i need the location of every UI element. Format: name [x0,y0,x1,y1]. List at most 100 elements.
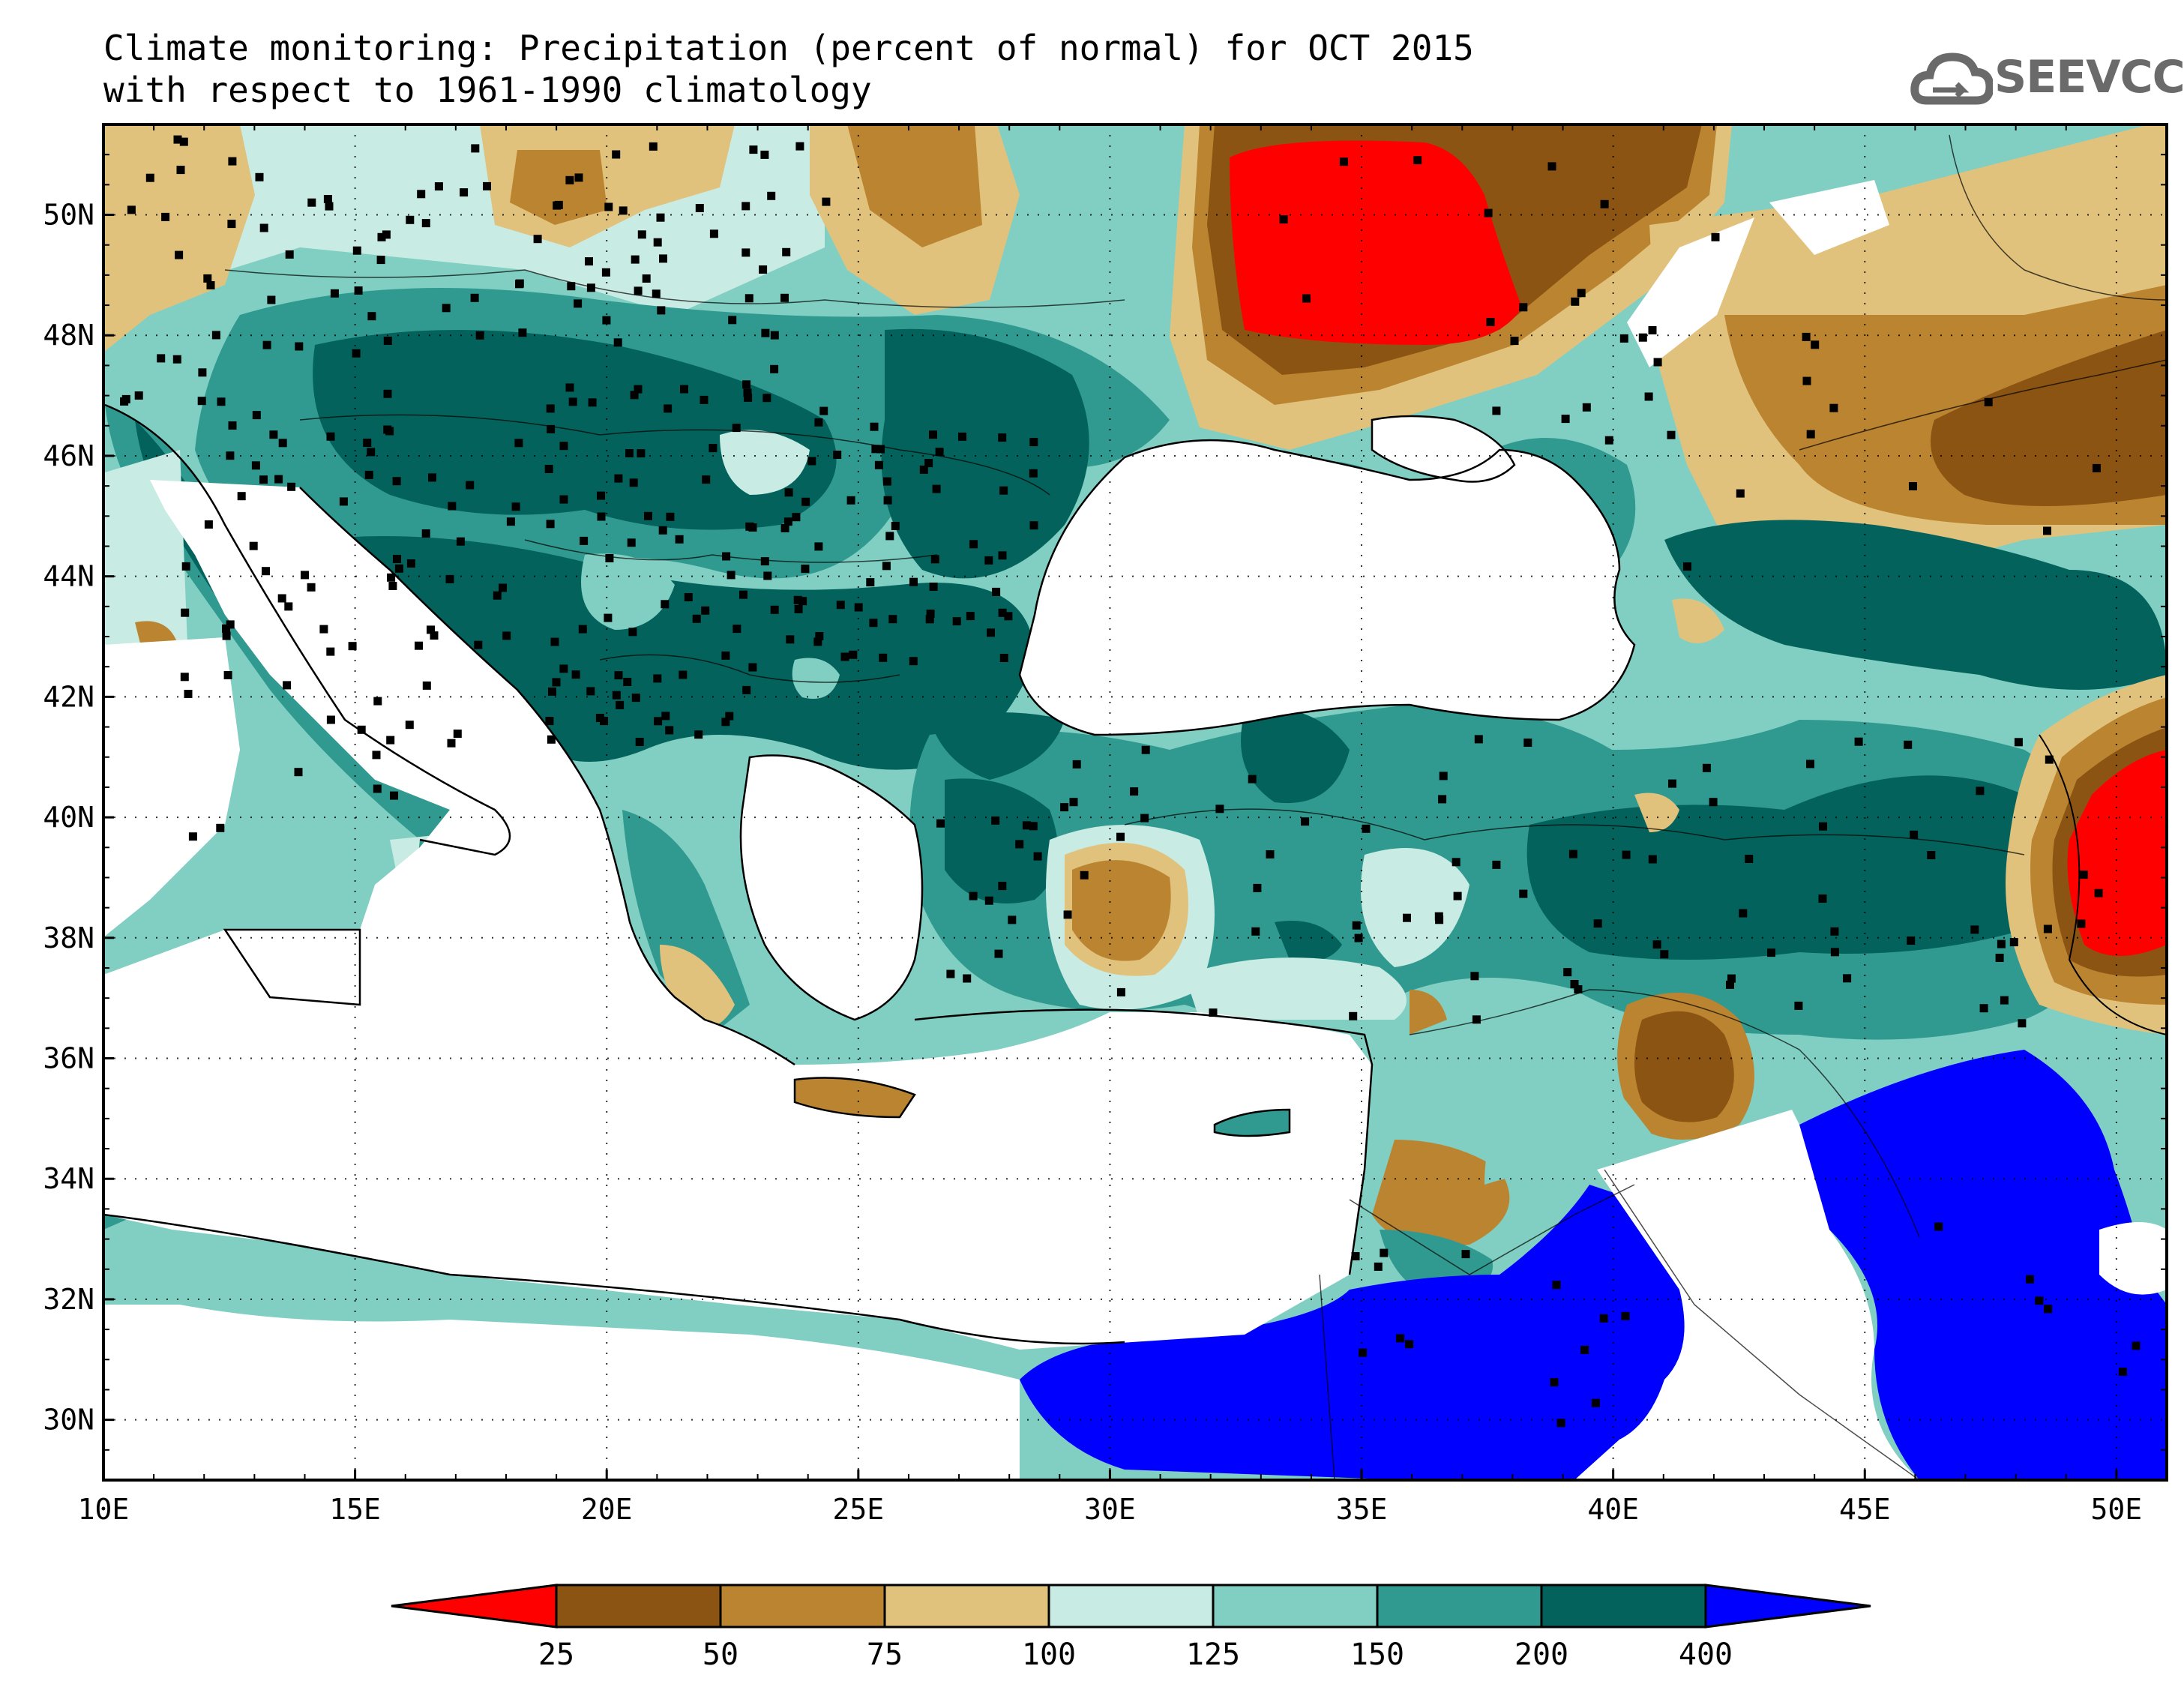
station-marker [2035,1296,2044,1305]
station-marker [728,316,737,325]
station-marker [1830,927,1839,936]
station-marker [1510,337,1519,346]
station-marker [392,477,401,486]
station-marker [1568,849,1577,858]
colorbar-swatch [555,1584,722,1629]
station-marker [393,555,401,563]
station-marker [470,293,479,302]
station-marker [1739,909,1748,918]
station-marker [2094,888,2103,897]
station-marker [1711,232,1720,241]
station-marker [958,432,966,441]
station-marker [635,738,644,746]
station-marker [1904,740,1913,749]
station-marker [614,474,623,483]
station-marker [217,397,226,406]
station-marker [869,619,878,628]
station-marker [588,398,597,407]
station-marker [1934,1222,1943,1231]
station-marker [1802,376,1811,385]
y-tick-label: 40N [43,801,94,834]
y-tick-label: 30N [43,1404,94,1437]
station-marker [1638,333,1647,342]
station-marker [2118,1368,2127,1377]
station-marker [721,651,730,660]
station-marker [1069,798,1078,807]
zone-anatolia-very-wet [909,705,2114,1040]
station-marker [1736,489,1745,498]
station-marker [741,202,750,211]
station-marker [1380,1248,1389,1257]
station-marker [1438,795,1447,804]
station-marker [666,512,675,521]
station-marker [969,540,978,549]
station-marker [628,628,637,637]
station-marker [383,425,392,434]
station-marker [1622,850,1631,859]
station-marker [612,691,621,700]
station-marker [515,279,524,288]
precipitation-field [103,124,2167,1480]
no-data-gap [1627,217,1754,367]
zone-caspian-extreme-dry [2067,750,2167,956]
station-marker [616,700,625,709]
station-marker [1979,1004,1988,1013]
station-marker [1644,392,1653,401]
station-marker [1907,936,1916,945]
station-marker [1574,985,1583,993]
station-marker [760,557,769,566]
x-tick-label: 50E [2091,1493,2143,1526]
station-marker [2092,463,2101,472]
station-marker [1405,1340,1414,1349]
station-marker [352,246,361,255]
station-marker [798,597,807,606]
station-marker [307,198,316,207]
station-marker [784,488,793,497]
station-marker [763,571,772,580]
station-marker [1818,894,1827,903]
station-marker [287,482,296,491]
station-marker [1910,830,1919,839]
colorbar-tick-label: 200 [1514,1638,1568,1672]
station-marker [631,255,640,264]
x-tick-label: 10E [78,1493,130,1526]
station-marker [285,250,294,259]
station-marker [1486,318,1495,326]
zone-caucasus-wet [1664,520,2167,690]
station-marker [121,394,130,403]
colorbar-tick-label: 125 [1186,1638,1240,1672]
station-marker [448,502,457,511]
station-marker [180,673,189,682]
station-marker [680,385,688,394]
colorbar-tick-label: 25 [538,1638,574,1672]
station-marker [991,816,1000,825]
station-marker [383,389,392,398]
station-marker [1060,803,1069,812]
station-marker [475,331,484,340]
station-marker [357,725,366,734]
sea-mask-mediterranean [103,480,1372,1480]
station-marker [658,526,667,535]
station-marker [1556,1419,1565,1428]
station-marker [1984,397,1993,406]
station-marker [929,430,937,439]
station-marker [919,465,928,474]
station-marker [568,397,577,406]
zone-mesopotamia-extreme-wet [1796,1050,2167,1480]
station-marker [294,768,303,777]
station-marker [1359,1348,1368,1357]
station-marker [652,289,661,298]
station-marker [493,591,502,600]
station-marker [1976,787,1985,796]
station-marker [2044,1305,2053,1314]
station-marker [222,624,230,633]
station-marker [759,265,768,274]
station-marker [405,721,414,730]
station-marker [1413,156,1422,165]
station-marker [1745,855,1754,863]
station-marker [1266,850,1275,858]
map-subtitle-line-2: with respect to 1961-1990 climatology [103,70,872,110]
station-marker [760,150,769,159]
station-marker [1439,772,1448,781]
station-marker [770,331,779,340]
